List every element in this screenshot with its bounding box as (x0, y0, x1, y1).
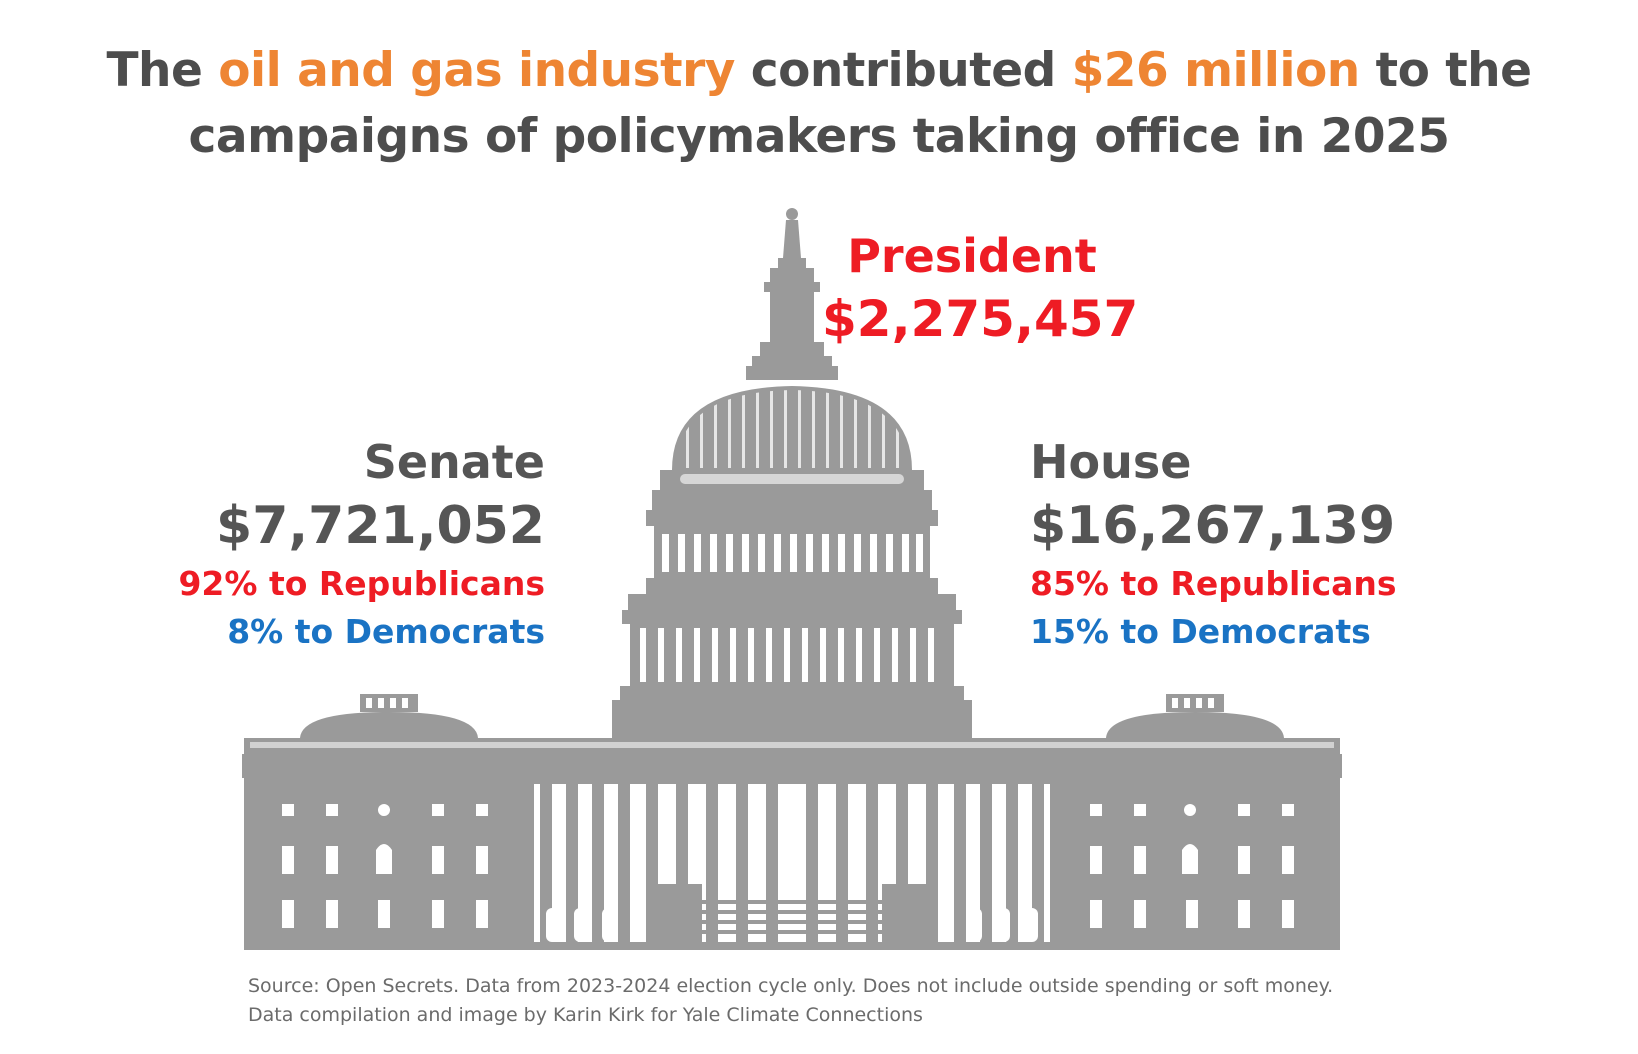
senate-democrats-share: 8% to Democrats (227, 612, 545, 651)
president-label-group: President $2,275,457 (822, 226, 1139, 352)
senate-republicans-share: 92% to Republicans (178, 564, 545, 603)
house-title: House (1030, 435, 1192, 489)
source-line-1: Source: Open Secrets. Data from 2023-202… (248, 975, 1334, 997)
headline-text-1: The (106, 43, 219, 98)
headline-text-2: contributed (734, 43, 1072, 98)
headline-highlight-industry: oil and gas industry (218, 43, 735, 98)
source-note: Source: Open Secrets. Data from 2023-202… (248, 972, 1333, 1030)
house-democrats-share: 15% to Democrats (1030, 612, 1371, 651)
senate-title: Senate (363, 435, 545, 489)
president-amount: $2,275,457 (822, 290, 1139, 348)
headline: The oil and gas industry contributed $26… (0, 38, 1638, 170)
headline-text-3: to the campaigns of policymakers taking … (188, 43, 1533, 164)
senate-label-group: Senate $7,721,052 92% to Republicans 8% … (178, 432, 545, 656)
source-line-2: Data compilation and image by Karin Kirk… (248, 1004, 923, 1026)
house-label-group: House $16,267,139 85% to Republicans 15%… (1030, 432, 1397, 656)
house-republicans-share: 85% to Republicans (1030, 564, 1397, 603)
house-amount: $16,267,139 (1030, 496, 1396, 556)
headline-highlight-amount: $26 million (1071, 43, 1361, 98)
senate-amount: $7,721,052 (216, 496, 545, 556)
president-title: President (847, 229, 1097, 283)
